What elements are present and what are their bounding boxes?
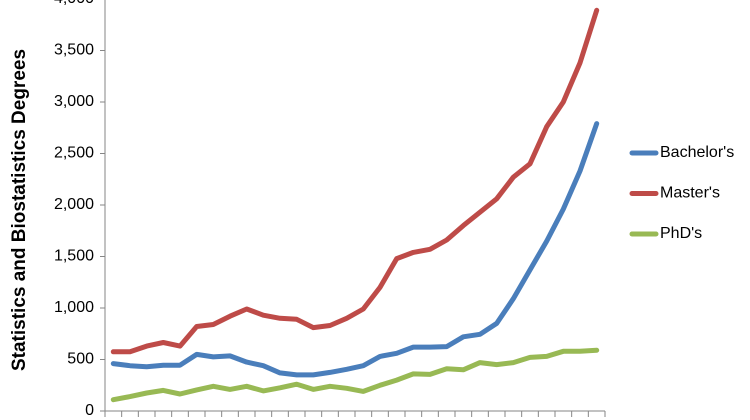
y-tick-label: 2,500: [54, 145, 94, 162]
series-line: [110, 7, 600, 355]
y-tick-label: 3,500: [54, 42, 94, 59]
y-tick-label: 3,000: [54, 93, 94, 110]
y-tick-label: 4,000: [54, 0, 94, 7]
legend-label: PhD's: [660, 225, 702, 242]
legend-label: Master's: [660, 185, 720, 202]
y-tick-label: 500: [67, 351, 94, 368]
legend-label: Bachelor's: [660, 144, 734, 161]
y-tick-label: 1,500: [54, 248, 94, 265]
y-tick-label: 2,000: [54, 196, 94, 213]
y-axis-label: Statistics and Biostatistics Degrees: [9, 49, 30, 371]
series-line: [110, 347, 600, 403]
y-tick-label: 1,000: [54, 299, 94, 316]
series-line: [110, 121, 600, 378]
y-tick-label: 0: [85, 402, 94, 419]
